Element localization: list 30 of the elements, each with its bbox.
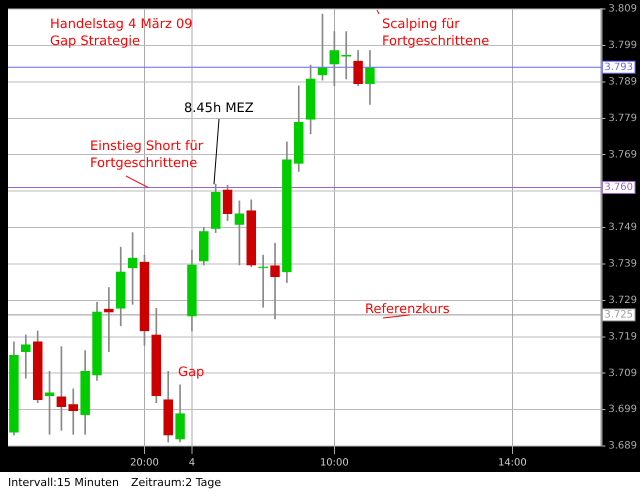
- annotation: 8.45h MEZ: [184, 100, 254, 116]
- ref-line-label: 3.725: [604, 309, 634, 320]
- text: Zeitraum:2 Tage: [130, 476, 222, 489]
- annotation: Einstieg Short für Fortgeschrittene: [90, 138, 204, 171]
- y-tick-label: 3.699: [608, 404, 638, 416]
- y-tick-label: 3.729: [608, 294, 638, 306]
- y-tick-label: 3.719: [608, 331, 638, 342]
- y-tick-label: 3.789: [608, 76, 638, 88]
- y-tick-label: 3.779: [608, 112, 638, 124]
- candlestick: [44, 371, 54, 435]
- x-tick-label: 20:00: [130, 458, 159, 469]
- text: Intervall:15 Minuten: [8, 476, 119, 489]
- y-tick-label: 3.739: [608, 258, 638, 270]
- y-tick-label: 3.809: [608, 4, 638, 15]
- annotation: Referenzkurs: [365, 302, 450, 317]
- y-tick-label: 3.709: [608, 368, 638, 379]
- candlestick: [318, 14, 328, 80]
- y-tick-label: 3.769: [608, 149, 638, 160]
- ref-line-label: 3.760: [604, 182, 634, 194]
- y-tick-label: 3.749: [608, 222, 638, 234]
- ref-line-label: 3.793: [604, 62, 634, 73]
- x-tick-label: 10:00: [320, 458, 349, 469]
- x-tick-label: 4: [188, 458, 196, 469]
- annotation: Handelstag 4 März 09 Gap Strategie: [50, 16, 192, 49]
- candlestick: [270, 242, 280, 320]
- x-tick-label: 14:00: [498, 458, 527, 469]
- annotation: Gap: [178, 364, 204, 380]
- annotation: Scalping für Fortgeschrittene: [382, 16, 490, 49]
- y-tick-label: 3.689: [608, 440, 638, 452]
- y-tick-label: 3.799: [608, 40, 638, 52]
